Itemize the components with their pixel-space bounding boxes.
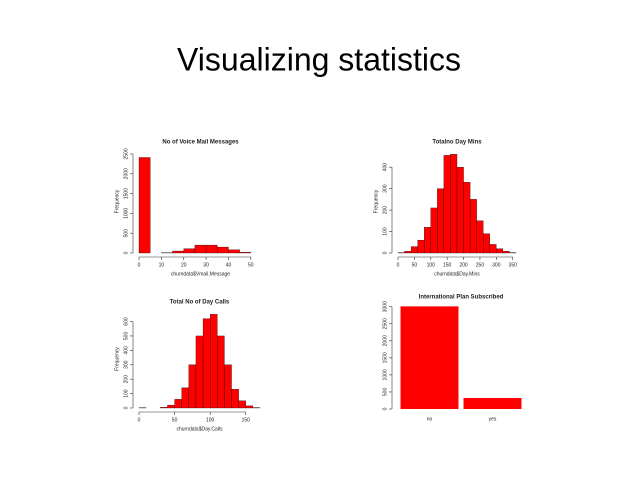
bar: [463, 182, 471, 254]
bar: [217, 335, 225, 409]
x-tick-label: yes: [489, 416, 497, 422]
x-axis-label: churndata$Vmail.Message: [171, 271, 230, 277]
x-tick-label: 40: [226, 262, 232, 268]
bar: [138, 157, 151, 254]
x-tick-label: 50: [412, 262, 418, 268]
bar: [183, 248, 196, 254]
x-tick-label: 100: [427, 262, 436, 268]
y-tick-label: 2000: [382, 335, 388, 346]
x-tick-label: 0: [138, 262, 141, 268]
bar: [202, 318, 211, 409]
bar: [172, 250, 184, 254]
bar: [167, 404, 175, 409]
y-tick-label: 600: [123, 317, 129, 326]
x-tick-label: 50: [172, 417, 178, 423]
x-tick-label: 10: [159, 262, 165, 268]
bar: [400, 306, 459, 409]
x-tick-label: 150: [242, 417, 251, 423]
bar: [160, 407, 168, 409]
y-tick-label: 100: [382, 227, 388, 236]
bar: [217, 246, 229, 254]
y-tick-label: 200: [382, 206, 388, 215]
bar: [404, 251, 412, 254]
x-tick-label: 350: [509, 262, 518, 268]
y-tick-label: 500: [123, 332, 129, 341]
bar: [463, 397, 522, 409]
y-axis-label: Frequency: [373, 189, 379, 213]
y-tick-label: 500: [382, 388, 388, 397]
y-tick-label: 400: [382, 163, 388, 172]
x-tick-label: 100: [206, 417, 215, 423]
bar: [245, 405, 254, 409]
slide-title: Visualizing statistics: [177, 41, 461, 77]
x-tick-label: 250: [476, 262, 485, 268]
y-tick-label: 100: [123, 389, 129, 398]
y-tick-label: 0: [123, 406, 129, 409]
bar: [205, 244, 218, 254]
x-axis-label: churndata$Day.Mins: [434, 271, 480, 277]
bar: [483, 233, 490, 254]
y-tick-label: 3000: [382, 301, 388, 312]
y-tick-label: 1000: [382, 369, 388, 380]
y-tick-label: 2000: [123, 168, 129, 179]
bar: [224, 364, 232, 409]
bar: [476, 220, 484, 254]
bar: [188, 364, 197, 409]
y-tick-label: 300: [382, 184, 388, 193]
x-tick-label: no: [427, 416, 433, 422]
bar: [181, 387, 189, 409]
bar: [502, 251, 510, 254]
bar: [443, 155, 451, 254]
x-tick-label: 200: [459, 262, 468, 268]
y-axis-label: Frequency: [114, 189, 120, 213]
bar: [231, 389, 239, 409]
y-tick-label: 1000: [123, 208, 129, 219]
bar: [469, 199, 477, 254]
x-tick-label: 150: [443, 262, 452, 268]
bar: [410, 246, 418, 254]
bar: [239, 252, 251, 254]
bar: [456, 167, 464, 254]
y-axis-label: Frequency: [114, 347, 120, 371]
y-tick-label: 2500: [123, 148, 129, 159]
bar: [450, 154, 458, 254]
y-tick-label: 1500: [123, 188, 129, 199]
y-tick-label: 200: [123, 375, 129, 384]
bar: [496, 248, 504, 254]
bar: [195, 335, 204, 409]
x-tick-label: 30: [203, 262, 209, 268]
bar: [430, 207, 438, 254]
x-axis-label: churndata$Day.Calls: [176, 426, 223, 432]
y-tick-label: 300: [123, 360, 129, 369]
bar: [194, 244, 207, 254]
x-tick-label: 0: [397, 262, 400, 268]
y-tick-label: 1500: [382, 352, 388, 363]
bar: [174, 399, 182, 409]
y-tick-label: 400: [123, 346, 129, 355]
y-tick-label: 0: [382, 407, 388, 410]
bar: [210, 314, 218, 409]
x-tick-label: 20: [181, 262, 187, 268]
chart-title: No of Voice Mail Messages: [162, 140, 239, 146]
bar: [424, 227, 431, 254]
x-tick-label: 300: [492, 262, 501, 268]
bar: [228, 249, 240, 254]
y-tick-label: 0: [382, 251, 388, 254]
y-tick-label: 500: [123, 229, 129, 238]
x-tick-label: 50: [248, 262, 254, 268]
bar: [417, 239, 425, 254]
bar: [437, 188, 445, 254]
chart-title: Total No of Day Calls: [170, 300, 230, 306]
chart-title: Totalno Day Mins: [432, 140, 482, 146]
bar: [489, 244, 497, 254]
x-tick-label: 0: [138, 417, 141, 423]
y-tick-label: 2500: [382, 318, 388, 329]
y-tick-label: 0: [123, 251, 129, 254]
bar: [238, 400, 246, 409]
chart-title: International Plan Subscribed: [419, 295, 504, 301]
